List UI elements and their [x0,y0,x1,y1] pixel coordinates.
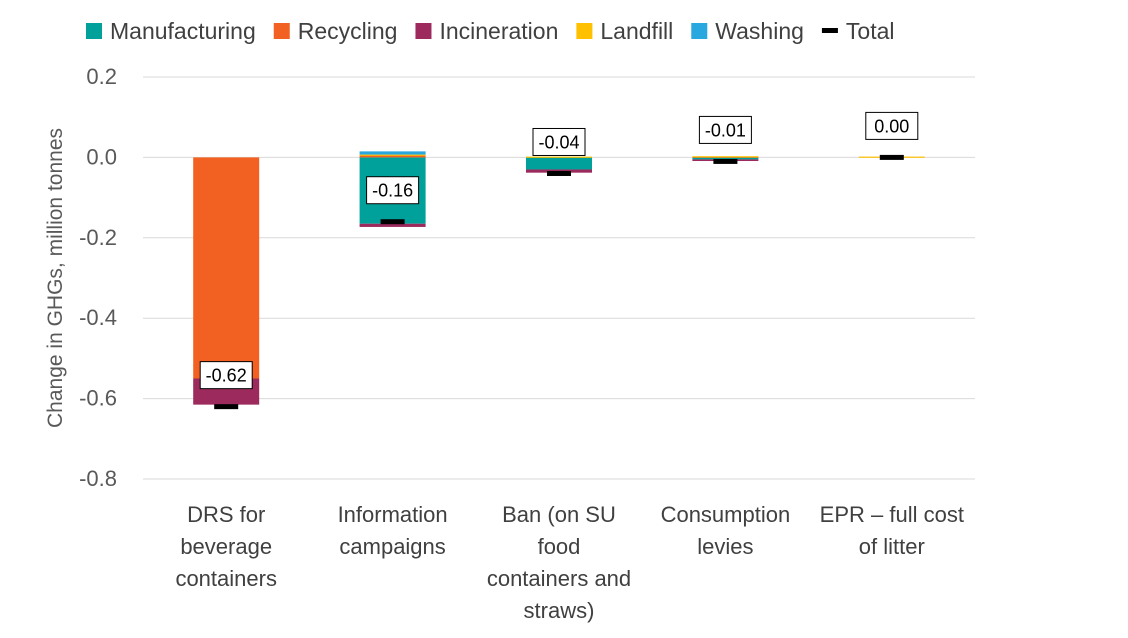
x-category-label: containers [175,566,277,591]
gridlines [143,76,975,480]
total-marker [214,404,239,410]
legend-entry: Incineration [439,18,558,44]
legend-swatch [86,23,102,39]
data-label: 0.00 [874,116,909,136]
y-tick-label: -0.8 [79,466,117,491]
x-category-label: EPR – full cost [820,502,964,527]
y-tick-label: 0.0 [86,144,117,169]
data-label-box [199,361,253,390]
data-label: -0.62 [206,366,247,386]
legend: Manufacturing Recycling Incineration Landfi… [86,18,895,44]
x-category-label: campaigns [339,534,445,559]
y-tick-label: -0.6 [79,386,117,411]
x-category-label: levies [697,534,753,559]
legend-swatch [821,28,838,33]
legend-swatch [576,23,593,39]
y-tick-label: 0.2 [86,64,117,89]
x-category-label: containers and [487,566,631,591]
x-category-label: food [538,534,581,559]
legend-swatch [691,23,708,39]
y-tick-label: -0.4 [79,305,117,330]
total-marker [547,170,571,176]
data-label: -0.01 [705,120,746,140]
x-category-label: Ban (on SU [502,502,616,527]
bar-segment-manufacturing [692,157,759,160]
x-axis-categories: DRS for beverage containers Information camp… [175,502,963,623]
data-labels: -0.62 -0.16 -0.04 -0.01 0.00 [199,111,919,390]
x-category-label: beverage [180,534,272,559]
data-label-box [698,115,752,144]
bar-segment-landfill [692,156,759,158]
data-label-box [865,111,919,140]
bar-segment-washing [359,151,426,155]
total-marker [380,219,405,225]
total-markers [214,154,904,410]
x-category-label: Information [338,502,448,527]
legend-entry: Total [846,18,895,44]
total-marker [879,154,904,160]
legend-swatch [273,23,290,39]
bar-segment-recycling [193,157,260,379]
legend-swatch [415,23,432,39]
x-category-label: DRS for [187,502,265,527]
data-label-box [366,176,420,205]
total-marker [713,158,738,164]
legend-entry: Recycling [298,18,398,44]
bar-segment-manufacturing [526,157,592,170]
bar-segment-recycling [359,155,426,158]
legend-entry: Landfill [600,18,673,44]
x-category-label: of litter [859,534,925,559]
bar-segment-landfill [359,154,426,156]
bar-segment-landfill [526,156,592,158]
bars [193,151,925,405]
bar-segment-incineration [359,223,426,227]
data-label: -0.04 [538,132,579,152]
y-axis-ticks: 0.2 0.0 -0.2 -0.4 -0.6 -0.8 [79,64,117,491]
y-tick-label: -0.2 [79,225,117,250]
data-label-box [532,127,586,156]
legend-entry: Washing [715,18,804,44]
x-category-label: Consumption [661,502,791,527]
x-category-label: straws) [524,598,595,623]
data-label: -0.16 [372,181,413,201]
y-axis-label: Change in GHGs, million tonnes [44,128,67,428]
legend-entry: Manufacturing [110,18,256,44]
